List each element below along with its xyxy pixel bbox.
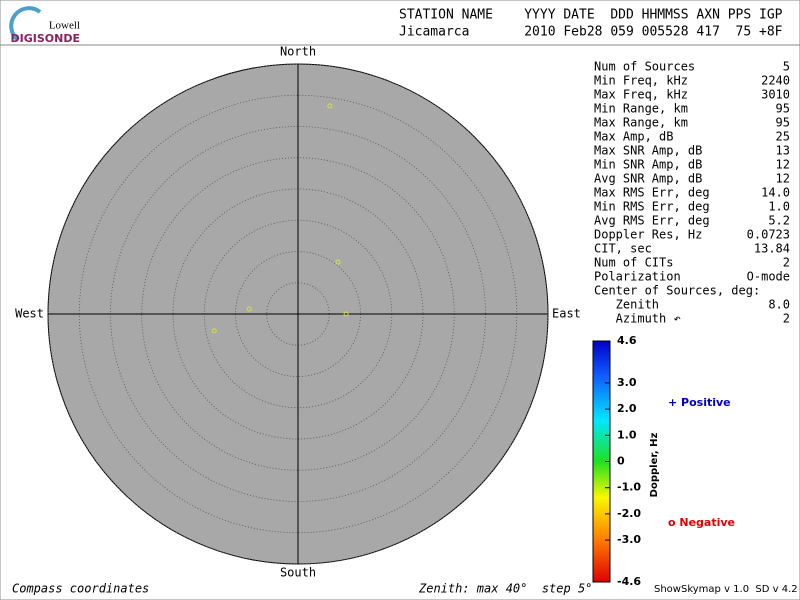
stat-label: Azimuth ↶ [594,312,681,326]
colorbar-tick-label: -3.0 [617,533,641,546]
stat-value: 95 [776,116,790,130]
logo-top: Lowell [49,20,80,32]
logo-arc [9,6,42,42]
stat-label: Avg SNR Amp, dB [594,172,702,186]
stat-label: Num of Sources [594,60,695,74]
stat-value: 3010 [761,88,790,102]
stat-value: 2 [783,312,790,326]
colorbar-tick-label: 3.0 [617,376,637,389]
colorbar-tick-label: -1.0 [617,481,641,494]
stat-value: 1.0 [768,200,790,214]
direction-label: North [280,45,316,59]
source-point [211,328,217,334]
stat-value: 5 [783,60,790,74]
colorbar-label: Doppler, Hz [649,433,660,498]
source-point [335,259,341,265]
stat-value: 8.0 [768,298,790,312]
stat-label: Max Amp, dB [594,130,673,144]
legend-entry: + Positive [668,396,731,409]
stat-label: Polarization [594,270,681,284]
stat-label: Doppler Res, Hz [594,228,702,242]
stat-value: 13.84 [754,242,790,256]
stat-value: 14.0 [761,186,790,200]
source-point [327,103,333,109]
source-point [343,311,349,317]
stat-label: Min SNR Amp, dB [594,158,702,172]
stat-label: Max RMS Err, deg [594,186,710,200]
stat-label: Avg RMS Err, deg [594,214,710,228]
stat-label: Zenith [594,298,659,312]
colorbar-tick-label: -2.0 [617,507,641,520]
colorbar-tick-label: 4.6 [617,334,637,347]
stat-value: 25 [776,130,790,144]
header-line: STATION NAME YYYY DATE DDD HHMMSS AXN PP… [399,8,783,23]
logo-bottom: DIGISONDE [11,32,80,45]
stat-value: 2 [783,256,790,270]
stat-label: CIT, sec [594,242,652,256]
stat-value: O-mode [747,270,790,284]
stat-label: Num of CITs [594,256,673,270]
colorbar-tick-label: -4.6 [617,575,641,588]
header-line: Jicamarca 2010 Feb28 059 005528 417 75 +… [399,25,783,40]
colorbar-tick-label: 1.0 [617,428,637,441]
stat-value: 2240 [761,74,790,88]
stat-value: 95 [776,102,790,116]
stat-label: Max Range, km [594,116,688,130]
footer-right: ShowSkymap v 1.0 SD v 4.2 [654,584,798,595]
stat-value: 5.2 [768,214,790,228]
footer-left: Compass coordinates [12,582,149,596]
colorbar-tick-label: 0 [617,455,625,468]
stat-value: 12 [776,158,790,172]
legend-entry: o Negative [668,516,735,529]
stat-value: 12 [776,172,790,186]
direction-label: West [15,307,44,321]
source-point [246,306,252,312]
stat-label: Center of Sources, deg: [594,284,760,298]
stat-value: 13 [776,144,790,158]
footer-center: Zenith: max 40° step 5° [418,582,592,596]
stat-label: Max SNR Amp, dB [594,144,702,158]
direction-label: South [280,566,316,580]
stat-value: 0.0723 [747,228,790,242]
stat-label: Min Freq, kHz [594,74,688,88]
direction-label: East [552,307,581,321]
stat-label: Max Freq, kHz [594,88,688,102]
colorbar-tick-label: 2.0 [617,402,637,415]
stat-label: Min Range, km [594,102,688,116]
stat-label: Min RMS Err, deg [594,200,710,214]
